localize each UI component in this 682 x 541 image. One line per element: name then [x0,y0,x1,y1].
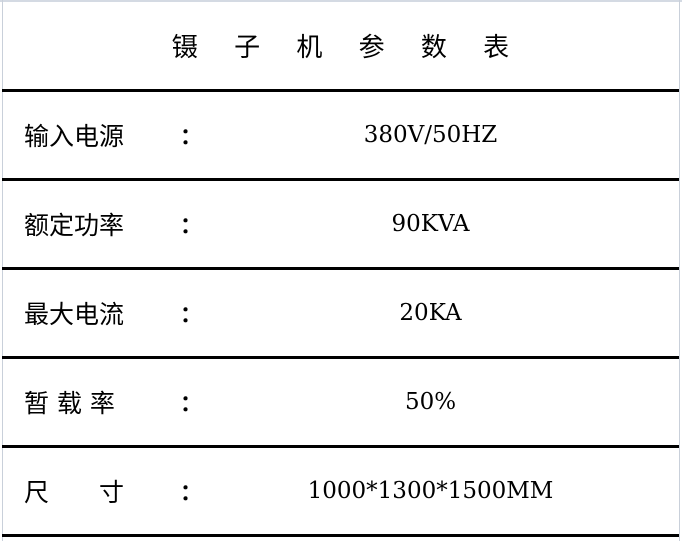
gridline-top [0,0,682,2]
row-colon: ： [180,302,203,328]
row-value: 20KA [399,300,462,326]
gridline-right [679,0,680,541]
table-row: 额定功率 ： 90KVA [2,178,679,267]
row-label: 输入电源 [24,122,125,151]
table-row: 最大电流 ： 20KA [2,267,679,356]
row-value: 1000*1300*1500MM [307,478,554,504]
row-label: 额定功率 [24,211,125,240]
row-label: 暂 载 率 [24,389,115,418]
row-value: 90KVA [391,211,470,237]
row-value: 380V/50HZ [363,122,498,148]
table-row: 输入电源 ： 380V/50HZ [2,89,679,178]
row-label: 最大电流 [24,300,125,329]
row-colon: ： [180,213,203,239]
table-row: 尺 寸 ： 1000*1300*1500MM [2,445,679,534]
row-colon: ： [180,480,203,506]
row-label: 尺 寸 [24,478,125,507]
row-colon: ： [180,391,203,417]
table-title: 镊 子 机 参 数 表 [171,33,524,63]
row-colon: ： [180,124,203,150]
table-bottom-border [2,534,679,537]
row-value: 50% [404,389,457,415]
gridline-left [2,0,3,541]
table-row: 暂 载 率 ： 50% [2,356,679,445]
